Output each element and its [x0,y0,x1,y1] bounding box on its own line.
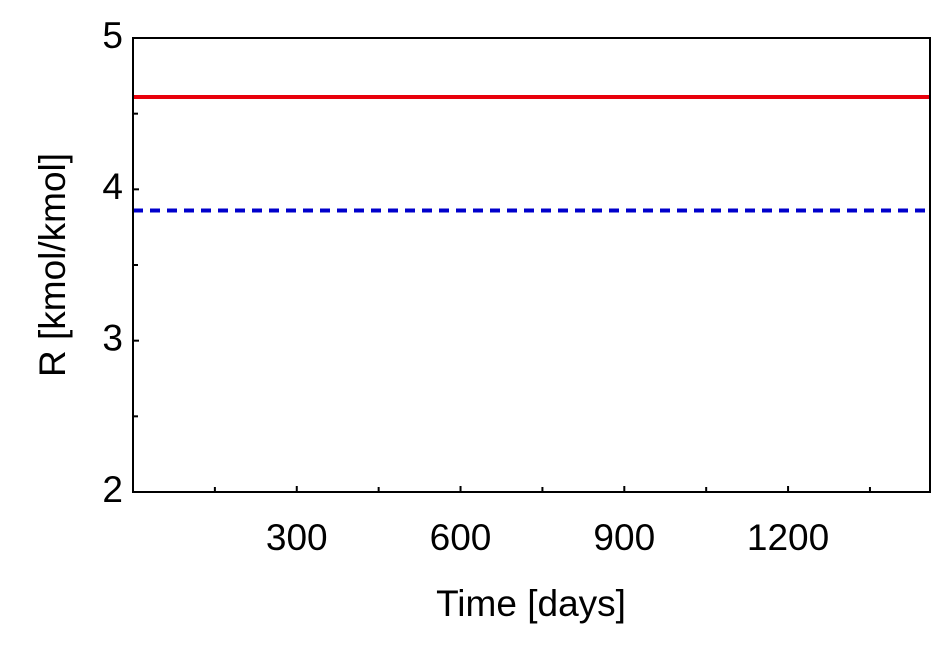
x-tick-label: 300 [266,517,328,558]
y-tick-label: 2 [102,469,123,510]
x-tick-label: 600 [430,517,492,558]
x-tick-label: 900 [593,517,655,558]
y-tick-label: 3 [102,317,123,358]
y-tick-label: 4 [102,166,123,207]
x-tick-label: 1200 [747,517,829,558]
plot-frame [132,37,931,493]
y-tick-label: 5 [102,15,123,56]
y-axis-label: R [kmol/kmol] [32,153,73,377]
x-axis-label: Time [days] [436,583,626,624]
